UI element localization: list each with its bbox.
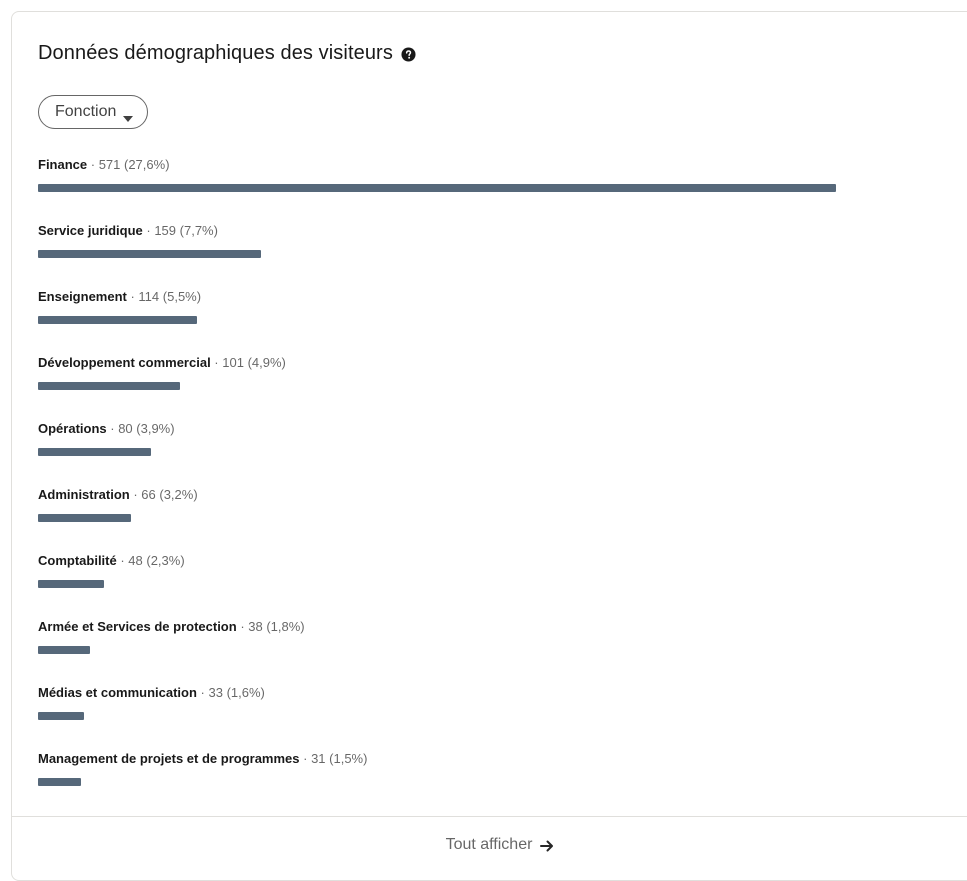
list-item: Médias et communication · 33 (1,6%)	[38, 685, 938, 735]
list-item-label: Administration · 66 (3,2%)	[38, 487, 938, 503]
list-item: Enseignement · 114 (5,5%)	[38, 289, 938, 339]
visitor-count: 38	[248, 619, 263, 634]
percentage-bar	[38, 712, 84, 720]
visitor-count: 571	[98, 157, 121, 172]
list-item-label: Finance · 571 (27,6%)	[38, 157, 938, 173]
list-item-label: Médias et communication · 33 (1,6%)	[38, 685, 938, 701]
list-item: Comptabilité · 48 (2,3%)	[38, 553, 938, 603]
visitor-percent: (4,9%)	[243, 355, 286, 370]
percentage-bar	[38, 778, 81, 786]
footer-divider	[12, 816, 967, 817]
visitor-percent: (1,5%)	[325, 751, 368, 766]
separator: ·	[299, 751, 312, 766]
show-all-label: Tout afficher	[445, 835, 533, 853]
separator: ·	[129, 487, 142, 502]
function-name: Enseignement	[38, 289, 127, 304]
list-item-label: Opérations · 80 (3,9%)	[38, 421, 938, 437]
function-name: Développement commercial	[38, 355, 211, 370]
separator: ·	[126, 289, 139, 304]
separator: ·	[142, 223, 155, 238]
separator: ·	[116, 553, 129, 568]
function-filter-dropdown[interactable]: Fonction	[38, 95, 149, 129]
visitor-count: 66	[141, 487, 156, 502]
visitor-percent: (2,3%)	[142, 553, 185, 568]
percentage-bar	[38, 514, 131, 522]
list-item-label: Comptabilité · 48 (2,3%)	[38, 553, 938, 569]
separator: ·	[210, 355, 223, 370]
list-item-label: Développement commercial · 101 (4,9%)	[38, 355, 938, 371]
separator: ·	[236, 619, 249, 634]
visitor-percent: (7,7%)	[176, 223, 218, 238]
filter-label: Fonction	[55, 103, 117, 120]
question-circle-icon[interactable]	[401, 47, 416, 62]
arrow-right-icon	[540, 839, 554, 851]
list-item-label: Enseignement · 114 (5,5%)	[38, 289, 938, 305]
percentage-bar	[38, 382, 180, 390]
percentage-bar	[38, 646, 90, 654]
list-item: Administration · 66 (3,2%)	[38, 487, 938, 537]
caret-down-icon	[123, 109, 134, 122]
percentage-bar	[38, 448, 151, 456]
card-title: Données démographiques des visiteurs	[38, 42, 393, 64]
show-all-button[interactable]: Tout afficher	[12, 817, 967, 877]
visitor-count: 80	[118, 421, 133, 436]
visitor-count: 101	[222, 355, 244, 370]
visitor-demographics-card: Données démographiques des visiteurs Fon…	[11, 11, 967, 881]
list-item: Développement commercial · 101 (4,9%)	[38, 355, 938, 405]
visitor-count: 48	[128, 553, 143, 568]
separator: ·	[87, 157, 99, 172]
function-name: Opérations	[38, 421, 107, 436]
list-item: Opérations · 80 (3,9%)	[38, 421, 938, 471]
function-name: Administration	[38, 487, 130, 502]
list-item-label: Armée et Services de protection · 38 (1,…	[38, 619, 938, 635]
list-item: Management de projets et de programmes ·…	[38, 751, 938, 801]
list-item: Armée et Services de protection · 38 (1,…	[38, 619, 938, 669]
function-name: Service juridique	[38, 223, 143, 238]
visitor-percent: (1,8%)	[262, 619, 305, 634]
visitor-percent: (3,2%)	[155, 487, 198, 502]
list-item-label: Management de projets et de programmes ·…	[38, 751, 938, 767]
function-name: Finance	[38, 157, 88, 172]
list-item: Service juridique · 159 (7,7%)	[38, 223, 938, 273]
percentage-bar	[38, 316, 197, 324]
card-header: Données démographiques des visiteurs	[38, 42, 416, 65]
visitor-percent: (1,6%)	[222, 685, 265, 700]
percentage-bar	[38, 250, 261, 258]
separator: ·	[106, 421, 119, 436]
list-item-label: Service juridique · 159 (7,7%)	[38, 223, 938, 239]
list-item: Finance · 571 (27,6%)	[38, 157, 938, 207]
visitor-percent: (27,6%)	[120, 157, 170, 172]
visitor-count: 114	[138, 289, 160, 304]
percentage-bar	[38, 184, 836, 192]
visitor-count: 33	[208, 685, 223, 700]
visitor-count: 31	[311, 751, 326, 766]
function-name: Médias et communication	[38, 685, 197, 700]
function-name: Armée et Services de protection	[38, 619, 237, 634]
function-name: Comptabilité	[38, 553, 117, 568]
visitor-percent: (5,5%)	[159, 289, 202, 304]
visitor-count: 159	[154, 223, 177, 238]
separator: ·	[196, 685, 209, 700]
function-name: Management de projets et de programmes	[38, 751, 300, 766]
visitor-percent: (3,9%)	[132, 421, 175, 436]
percentage-bar	[38, 580, 104, 588]
